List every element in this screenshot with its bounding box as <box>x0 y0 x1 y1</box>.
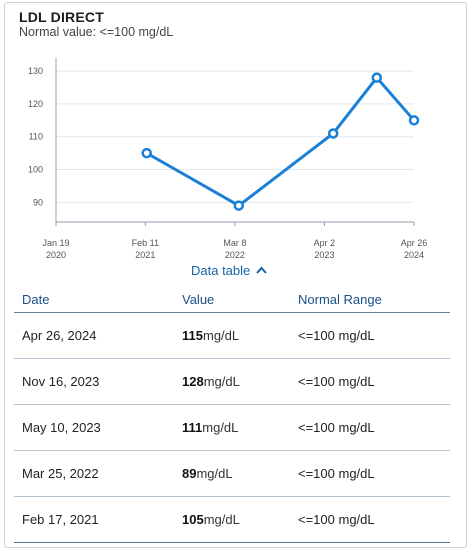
column-header-value: Value <box>174 286 290 313</box>
x-tick-year-label: 2023 <box>314 250 334 260</box>
row-value-unit: mg/dL <box>203 374 240 389</box>
row-value: 111mg/dL <box>174 404 290 451</box>
x-tick-label: Apr 26 <box>401 238 428 248</box>
y-tick-label: 110 <box>29 132 43 142</box>
row-date: Nov 16, 2023 <box>14 358 174 405</box>
x-tick-label: Mar 8 <box>223 238 246 248</box>
test-title: LDL DIRECT <box>19 9 104 25</box>
row-normal-range: <=100 mg/dL <box>290 312 450 359</box>
row-value-number: 89 <box>182 466 197 481</box>
y-tick-label: 120 <box>28 99 43 109</box>
series-line <box>145 76 416 208</box>
row-value-unit: mg/dL <box>202 328 240 343</box>
table-row: Nov 16, 2023 128mg/dL <=100 mg/dL <box>14 358 450 405</box>
y-tick-label: 100 <box>28 165 43 175</box>
data-point <box>408 115 420 126</box>
chevron-up-icon[interactable] <box>256 265 268 277</box>
x-tick-label: Apr 2 <box>314 238 336 248</box>
x-tick-year-label: 2022 <box>225 250 245 260</box>
column-header-normal-range: Normal Range <box>290 286 450 313</box>
table-row: May 10, 2023 111mg/dL <=100 mg/dL <box>14 404 450 451</box>
row-value-unit: mg/dL <box>202 420 239 435</box>
y-tick-label: 130 <box>28 66 43 76</box>
x-tick-label: Jan 19 <box>42 238 69 248</box>
row-normal-range: <=100 mg/dL <box>290 404 450 451</box>
row-value: 105mg/dL <box>174 496 290 543</box>
table-header-row: Date Value Normal Range <box>14 286 450 313</box>
table-row: Apr 26, 2024 115mg/dL <=100 mg/dL <box>14 312 450 359</box>
data-table-toggle-label[interactable]: Data table <box>191 263 251 278</box>
data-table-toggle[interactable]: Data table <box>191 263 268 278</box>
row-value: 115mg/dL <box>174 312 290 359</box>
column-header-date: Date <box>14 286 174 313</box>
row-date: Mar 25, 2022 <box>14 450 174 497</box>
row-value-number: 128 <box>182 374 204 389</box>
row-date: May 10, 2023 <box>14 404 174 451</box>
row-value: 128mg/dL <box>174 358 290 405</box>
row-value-number: 115 <box>182 328 203 343</box>
x-tick-year-label: 2024 <box>404 250 424 260</box>
data-point <box>233 200 245 211</box>
x-tick-year-label: 2021 <box>135 250 155 260</box>
table-row: Feb 17, 2021 105mg/dL <=100 mg/dL <box>14 496 450 543</box>
row-normal-range: <=100 mg/dL <box>290 450 450 497</box>
row-value-unit: mg/dL <box>196 466 233 481</box>
row-value-number: 111 <box>182 420 203 435</box>
row-normal-range: <=100 mg/dL <box>290 496 450 543</box>
data-point <box>141 147 152 159</box>
data-point <box>327 128 339 139</box>
row-value: 89mg/dL <box>174 450 290 497</box>
y-tick-label: 90 <box>33 197 43 207</box>
x-tick-label: Feb 11 <box>132 238 159 248</box>
normal-value-subtitle: Normal value: <=100 mg/dL <box>19 25 174 39</box>
table-row: Mar 25, 2022 89mg/dL <=100 mg/dL <box>14 450 450 497</box>
data-point <box>371 72 383 83</box>
row-value-number: 105 <box>182 512 204 527</box>
results-table: Date Value Normal Range Apr 26, 2024 115… <box>14 286 450 543</box>
row-value-unit: mg/dL <box>203 512 240 527</box>
x-tick-year-label: 2020 <box>46 250 66 260</box>
row-date: Apr 26, 2024 <box>14 312 174 359</box>
row-date: Feb 17, 2021 <box>14 496 174 543</box>
row-normal-range: <=100 mg/dL <box>290 358 450 405</box>
